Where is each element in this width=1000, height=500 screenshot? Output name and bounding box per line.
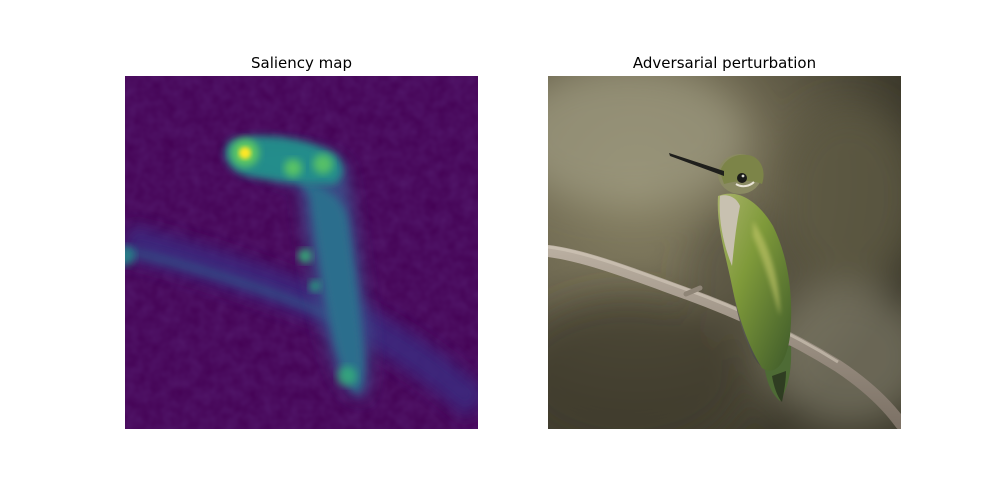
adversarial-perturbation-title: Adversarial perturbation bbox=[632, 54, 817, 72]
hummingbird-photo-svg bbox=[548, 76, 901, 429]
adversarial-perturbation-image bbox=[548, 76, 901, 429]
saliency-map-image bbox=[125, 76, 478, 429]
saliency-heatmap-svg bbox=[125, 76, 478, 429]
saliency-map-title: Saliency map bbox=[250, 54, 352, 72]
